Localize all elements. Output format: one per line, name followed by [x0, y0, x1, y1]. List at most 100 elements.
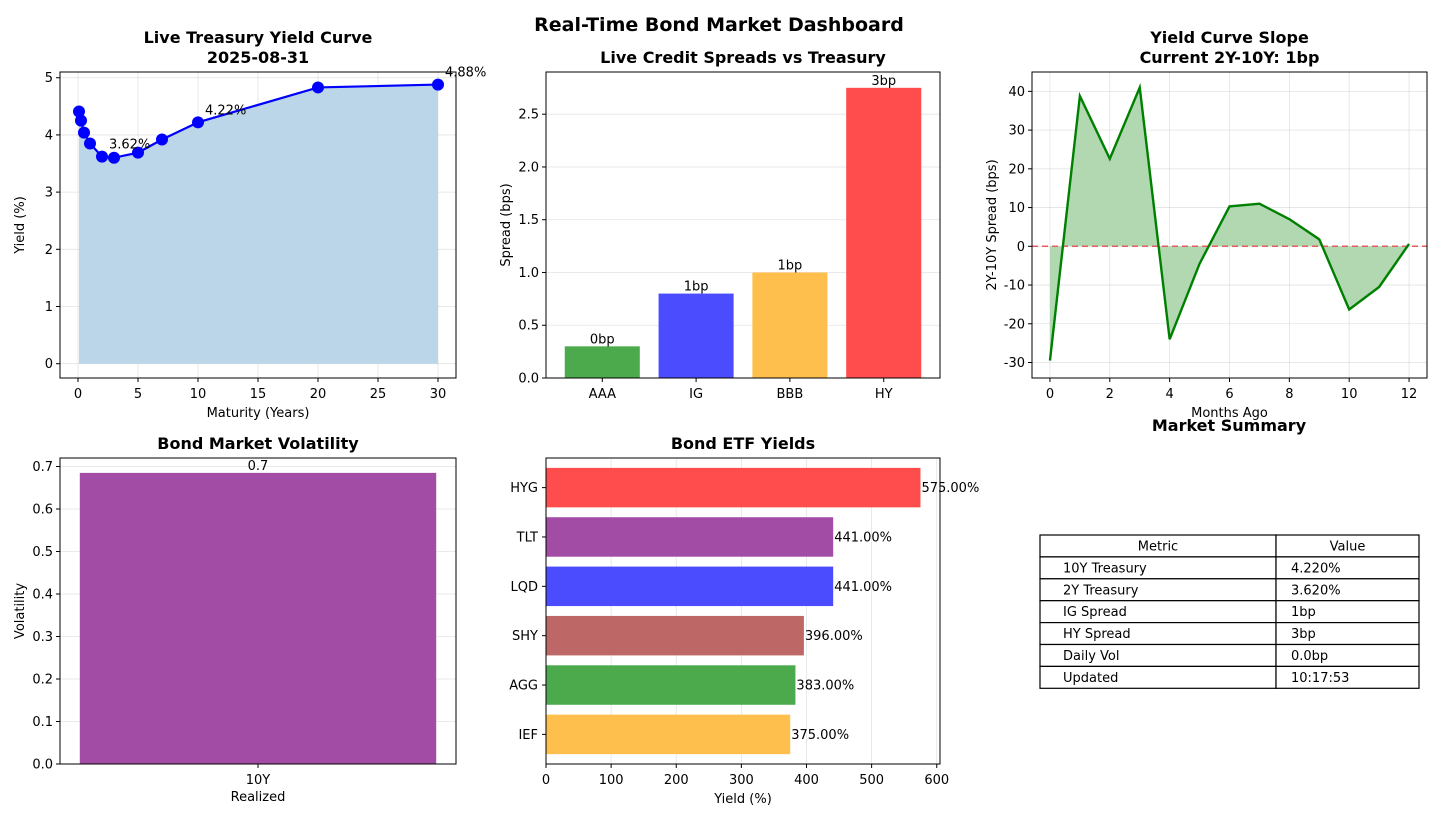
volatility-xlabel: Realized [231, 790, 286, 805]
slope-xtick-label: 12 [1401, 387, 1418, 402]
etf-yields-bar [546, 714, 791, 755]
volatility-ytick-label: 0.1 [32, 715, 53, 730]
etf-yields-frame [545, 457, 941, 765]
credit-spreads-title: Live Credit Spreads vs Treasury [600, 48, 886, 67]
yield-curve-xtick-label: 0 [74, 387, 82, 402]
yield-curve-ytick-label: 5 [45, 71, 53, 86]
slope-ytick-label: -30 [1004, 356, 1025, 371]
slope-ytick-label: -10 [1004, 279, 1025, 294]
summary-title: Market Summary [1152, 416, 1307, 435]
slope-xtick-label: 0 [1046, 387, 1054, 402]
yield-curve-ytick-label: 4 [45, 128, 53, 143]
slope-title: Yield Curve Slope [1149, 28, 1309, 47]
summary-table-metric: HY Spread [1063, 627, 1131, 642]
credit-spreads-ylabel: Spread (bps) [499, 183, 514, 266]
slope-ytick-label: 20 [1008, 162, 1025, 177]
etf-yields-xlabel: Yield (%) [713, 792, 772, 807]
yield-curve-point [108, 151, 120, 164]
slope-ytick-label: 0 [1017, 240, 1025, 255]
yield-curve-xlabel: Maturity (Years) [207, 406, 310, 421]
yield-curve-point [312, 81, 324, 94]
credit-spreads-bar-label: 1bp [684, 280, 709, 295]
yield-curve-point [78, 126, 90, 139]
credit-spreads-ytick-label: 1.0 [518, 266, 539, 281]
etf-yields-xtick-label: 300 [729, 773, 754, 788]
yield-curve-annotation: 4.88% [445, 66, 486, 81]
slope-xtick-label: 6 [1225, 387, 1233, 402]
slope-ylabel: 2Y-10Y Spread (bps) [985, 159, 1000, 290]
credit-spreads-frame [545, 71, 941, 379]
summary-table-value: 0.0bp [1291, 649, 1328, 664]
etf-yields-title: Bond ETF Yields [671, 434, 815, 453]
credit-spreads-bar [658, 293, 734, 378]
etf-yields-bar [546, 566, 834, 607]
credit-spreads-bar-label: 0bp [590, 332, 615, 347]
summary-table: Metric Value 10Y Treasury 4.220% 2Y Treasury… [1039, 534, 1420, 689]
yield-curve-ytick-label: 1 [45, 300, 53, 315]
credit-spreads-xtick-label: BBB [777, 387, 804, 402]
summary-table-value: 10:17:53 [1291, 671, 1349, 686]
volatility-ytick-label: 0.2 [32, 673, 53, 688]
yield-curve-point [96, 150, 108, 163]
volatility-ytick-label: 0.6 [32, 503, 53, 518]
etf-yields-ytick-label: IEF [518, 728, 538, 743]
yield-curve-xtick-label: 30 [430, 387, 447, 402]
yield-curve-xtick-label: 25 [370, 387, 387, 402]
credit-spreads-ytick-label: 0.5 [518, 319, 539, 334]
yield-curve-annotation: 3.62% [109, 138, 150, 153]
summary-table-value: 3.620% [1291, 583, 1341, 598]
yield-curve-frame [59, 71, 457, 379]
yield-curve-xtick-label: 15 [250, 387, 267, 402]
credit-spreads-bar [846, 87, 922, 379]
etf-yields-xtick-label: 400 [794, 773, 819, 788]
volatility-ytick-label: 0.5 [32, 545, 53, 560]
volatility-ytick-label: 0.0 [32, 758, 53, 773]
yield-curve-ytick-label: 3 [45, 186, 53, 201]
yield-curve-title: Live Treasury Yield Curve [144, 28, 373, 47]
credit-spreads-bar [752, 272, 828, 378]
summary-table-header: Metric [1138, 540, 1178, 555]
slope-xtick-label: 8 [1285, 387, 1293, 402]
credit-spreads-bar-label: 1bp [778, 258, 803, 273]
volatility-ytick-label: 0.7 [32, 460, 53, 475]
volatility-ytick-label: 0.4 [32, 588, 53, 603]
slope-frame [1031, 71, 1428, 379]
credit-spreads-bar [564, 346, 640, 378]
yield-curve-annotation: 4.22% [205, 103, 246, 118]
yield-curve-point [132, 146, 144, 159]
etf-yields-ytick-label: AGG [509, 679, 538, 694]
etf-yields-xtick-label: 0 [542, 773, 550, 788]
slope-xtick-label: 10 [1341, 387, 1358, 402]
summary-table-cell [1275, 665, 1420, 689]
credit-spreads-ytick-label: 2.0 [518, 160, 539, 175]
slope-subtitle: Current 2Y-10Y: 1bp [1140, 48, 1320, 67]
slope-ytick-label: 30 [1008, 124, 1025, 139]
summary-table-metric: IG Spread [1063, 605, 1127, 620]
volatility-ytick-label: 0.3 [32, 630, 53, 645]
etf-yields-bar [546, 467, 921, 508]
summary-table-header: Value [1330, 540, 1366, 555]
volatility-bar [79, 472, 437, 764]
summary-table-metric: Daily Vol [1063, 649, 1119, 664]
yield-curve-point [156, 133, 168, 146]
etf-yields-bar-label: 441.00% [834, 530, 892, 545]
etf-yields-ytick-label: SHY [512, 629, 538, 644]
slope-xtick-label: 2 [1106, 387, 1114, 402]
yield-curve-ytick-label: 0 [45, 357, 53, 372]
volatility-ylabel: Volatility [13, 583, 28, 639]
credit-spreads-xtick-label: IG [689, 387, 703, 402]
yield-curve-point [72, 105, 85, 118]
slope-line [1048, 82, 1411, 361]
volatility-xtick-label: 10Y [246, 773, 271, 788]
etf-yields-bar [546, 615, 804, 656]
yield-curve-xtick-label: 5 [134, 387, 142, 402]
credit-spreads-ytick-label: 1.5 [518, 213, 539, 228]
etf-yields-xtick-label: 500 [859, 773, 884, 788]
etf-yields-bar-label: 441.00% [834, 580, 892, 595]
credit-spreads-xtick-label: HY [875, 387, 893, 402]
credit-spreads-xtick-label: AAA [589, 387, 617, 402]
slope-fill-area [1049, 87, 1410, 361]
etf-yields-xtick-label: 200 [664, 773, 689, 788]
